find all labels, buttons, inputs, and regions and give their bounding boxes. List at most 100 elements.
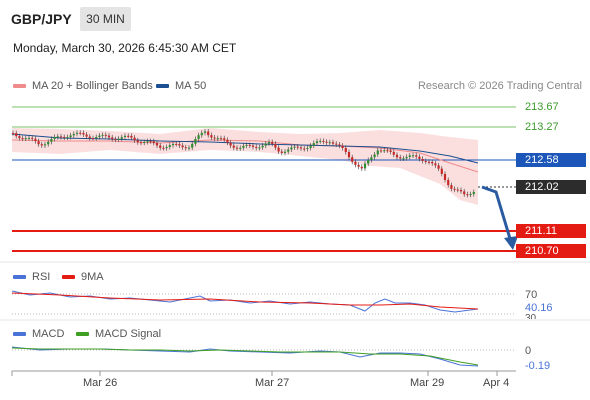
level-label-211-11: 211.11 xyxy=(516,224,586,238)
candle-body xyxy=(392,151,395,155)
candle-body xyxy=(325,141,328,143)
candle-body xyxy=(120,137,123,139)
candle-body xyxy=(386,150,389,152)
legend-rsi: RSI xyxy=(13,271,50,283)
ma50-swatch-icon xyxy=(156,84,169,89)
candle-body xyxy=(123,135,127,138)
candle-body xyxy=(290,147,293,150)
candle-body xyxy=(171,143,175,146)
candle-body xyxy=(456,189,459,191)
candle-body xyxy=(383,150,386,152)
candle-body xyxy=(72,133,75,136)
candle-body xyxy=(191,143,194,148)
candle-body xyxy=(331,142,335,144)
ma20-label: MA 20 + Bollinger Bands xyxy=(32,80,153,92)
rsi-ma-swatch-icon xyxy=(62,275,75,280)
candle-body xyxy=(239,147,242,149)
rsi-swatch-icon xyxy=(13,275,26,280)
legend-macd: MACD xyxy=(13,328,64,340)
candle-body xyxy=(203,131,207,133)
candle-body xyxy=(315,141,319,144)
candle-body xyxy=(63,136,66,138)
candle-body xyxy=(181,145,184,148)
macd-swatch-icon xyxy=(13,332,26,337)
candle-body xyxy=(370,157,373,160)
candle-body xyxy=(143,141,146,143)
ma50-line xyxy=(11,133,479,164)
candle-body xyxy=(322,140,325,142)
rsi-ma-line xyxy=(11,292,479,310)
candle-body xyxy=(47,141,50,145)
candle-body xyxy=(293,146,296,148)
candle-body xyxy=(130,135,133,138)
candle-body xyxy=(40,144,43,146)
candles-group xyxy=(11,128,475,198)
candle-body xyxy=(399,157,402,159)
candle-body xyxy=(373,154,376,158)
candle-body xyxy=(165,147,168,149)
candle-body xyxy=(469,194,472,196)
candle-body xyxy=(107,135,111,138)
candle-body xyxy=(357,164,360,167)
candle-body xyxy=(223,138,226,140)
candle-body xyxy=(175,143,178,145)
candle-body xyxy=(242,145,245,148)
candle-body xyxy=(21,138,24,140)
candle-body xyxy=(133,137,136,141)
candle-body xyxy=(111,137,114,140)
macd-label: MACD xyxy=(32,328,65,340)
candle-body xyxy=(447,179,450,186)
candle-body xyxy=(50,138,53,142)
candle-body xyxy=(168,145,171,148)
macd-zero-label: 0 xyxy=(525,345,532,357)
candle-body xyxy=(79,132,82,134)
candle-body xyxy=(210,135,213,138)
candle-body xyxy=(159,145,162,148)
legend-rsi-ma: 9MA xyxy=(62,271,104,283)
macd-current-value: -0.19 xyxy=(525,360,551,372)
candle-body xyxy=(335,143,338,145)
candle-body xyxy=(402,158,405,160)
candle-body xyxy=(367,159,370,164)
candle-body xyxy=(443,173,447,180)
symbol-title: GBP/JPY xyxy=(11,11,72,27)
candle-body xyxy=(341,145,344,149)
forecast-arrowhead-icon xyxy=(504,236,518,250)
candle-body xyxy=(53,136,56,139)
candle-body xyxy=(274,143,277,148)
candle-body xyxy=(437,165,440,169)
candle-body xyxy=(187,147,191,149)
candle-body xyxy=(466,194,469,196)
candle-body xyxy=(427,161,431,163)
candle-body xyxy=(312,143,315,146)
candle-body xyxy=(251,145,255,147)
candle-body xyxy=(463,191,466,195)
candle-body xyxy=(363,163,367,169)
forecast-arrow xyxy=(481,185,513,243)
candle-body xyxy=(309,145,312,148)
level-label-210-70: 210.70 xyxy=(516,244,586,258)
candle-body xyxy=(328,142,331,144)
candle-body xyxy=(459,189,463,192)
research-credit: Research © 2026 Trading Central xyxy=(417,80,582,92)
candle-body xyxy=(24,138,27,140)
candle-body xyxy=(431,161,434,164)
candle-body xyxy=(245,144,248,146)
candle-body xyxy=(194,138,197,144)
rsi-30-label: 30 xyxy=(525,313,537,319)
candle-body xyxy=(88,136,91,139)
candle-body xyxy=(360,166,363,169)
ma50-label: MA 50 xyxy=(175,80,207,92)
candle-body xyxy=(296,146,299,148)
candle-body xyxy=(152,141,155,143)
candle-body xyxy=(472,191,475,195)
candle-body xyxy=(11,133,15,134)
timeframe-button[interactable]: 30 MIN xyxy=(80,7,131,31)
candle-body xyxy=(434,163,437,166)
candle-body xyxy=(415,155,418,157)
bollinger-band xyxy=(12,128,478,205)
candle-body xyxy=(229,142,232,146)
candle-body xyxy=(101,134,104,136)
legend-ma50: MA 50 xyxy=(156,80,206,92)
